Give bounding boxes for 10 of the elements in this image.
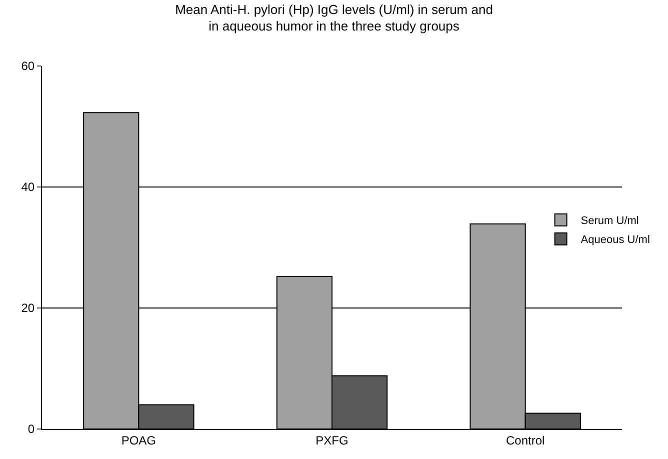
x-tick-label: POAG xyxy=(121,433,156,448)
y-tick-label: 60 xyxy=(21,59,35,74)
legend-label: Aqueous U/ml xyxy=(580,234,650,246)
chart-title: Mean Anti-H. pylori (Hp) IgG levels (U/ml) in serum and in aqueous humor in the three study groups xyxy=(175,2,493,34)
x-tick-label: Control xyxy=(506,433,545,448)
x-tick-label: PXFG xyxy=(316,433,348,448)
y-tick-label: 20 xyxy=(21,301,35,316)
legend-label: Serum U/ml xyxy=(580,215,639,228)
y-tick-label: 0 xyxy=(28,422,35,436)
y-tick-label: 40 xyxy=(21,180,35,194)
